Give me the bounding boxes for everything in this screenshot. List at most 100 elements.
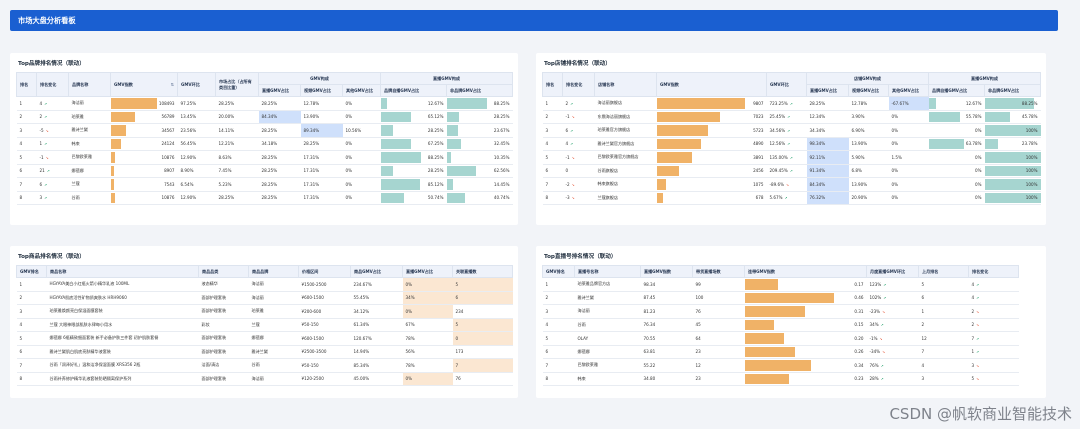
table-row[interactable]: 7 谷雨「润泽好礼」温和洁净保湿面膜 XRS356 2瓶 洁面/清洁 谷雨 ¥50-15…	[16, 358, 513, 373]
gmv-pct-cell: 12.90%	[177, 150, 216, 165]
table-row[interactable]: 6 21 ↗ 娜蓓娜 8907 8.90% 7.45% 28.25% 17.31% 0% 28.25…	[16, 164, 513, 178]
table-row[interactable]: 4 谷雨 76.34 45 0.15 34% ↗ 2 2 ↘	[542, 318, 1019, 332]
l1-cell: 28.25%	[380, 164, 447, 178]
table-row[interactable]: 6 雅诗兰黛肌白肌底亮肤精华液套装 面部护理套装 雅诗兰黛 ¥2500-3500 14.9…	[16, 345, 513, 359]
table-row[interactable]: 6 0 谷雨旗舰店 2456 209.45% ↗ 91.34% 6.8% 0% 0% 100%	[542, 164, 1041, 178]
c1-cell: 91.34%	[806, 164, 849, 178]
mom-cell: -34% ↘	[866, 345, 919, 359]
bar-fill	[744, 360, 811, 371]
table-row[interactable]: 2 -1 ↘ 东鼎海洁丽旗舰店 7023 25.45% ↗ 12.34% 3.90% 0% 55.7…	[542, 110, 1041, 124]
table-row[interactable]: 3 -5 ↘ 雅诗兰黛 34567 23.56% 14.11% 28.25% 89.34% 10.…	[16, 123, 513, 138]
category-cell: 彩妆	[198, 318, 249, 332]
c3-cell: 0%	[888, 177, 929, 192]
live-cell: 61.34%	[350, 318, 403, 332]
bar-fill	[380, 192, 405, 203]
rank-cell: 7	[542, 177, 563, 192]
name-cell: 兰蔻	[68, 177, 111, 192]
table-row[interactable]: 3 海洁丽 81.23 76 0.31 -23% ↘ 1 2 ↘	[542, 304, 1019, 319]
gmv-cell: 24124	[110, 137, 178, 151]
table-row[interactable]: 7 巴黎欧莱雅 55.22 12 0.34 76% ↗ 4 3 ↘	[542, 358, 1019, 373]
col-gmv[interactable]: GMV指数 ⇅	[110, 72, 178, 97]
col-rank: GMV排名	[542, 265, 575, 278]
c1-cell: 76.32%	[806, 191, 849, 205]
bar-fill	[656, 138, 701, 149]
related-cell: 5	[452, 318, 513, 332]
brand-cell: 雅诗兰黛	[248, 345, 299, 359]
table-row[interactable]: 5 -1 ↘ 巴黎欧莱雅 10876 12.90% 8.63% 28.25% 17.31% 0% 8…	[16, 150, 513, 165]
table-row[interactable]: 3 珀莱雅焕颜亮白保湿面膜套装 面部护理套装 珀莱雅 ¥200-600 34.12% 0% 2…	[16, 304, 513, 319]
gmv-cell: 63.81	[640, 345, 693, 359]
bar-fill	[928, 98, 936, 109]
table-row[interactable]: 2 雅诗兰黛 87.45 100 0.46 102% ↗ 6 4 ↗	[542, 291, 1019, 305]
table-row[interactable]: 3 6 ↗ 珀莱雅官方旗舰店 5723 34.56% ↗ 34.34% 6.90% 0% 0% 100…	[542, 123, 1041, 138]
anchor-table: GMV排名 直播号名称 直播GMV指数 带货直播场数 连带GMV指数 月度直播G…	[542, 265, 1019, 386]
c2-cell: 20.90%	[848, 191, 889, 205]
gmv-cell: 5723	[656, 123, 767, 138]
table-row[interactable]: 2 HGYAYA肌底活性矿物质爽肤水 HRH9060 面部护理套装 海洁丽 ¥600-1…	[16, 291, 513, 305]
bar-fill	[928, 111, 960, 122]
change-cell: 7 ↗	[968, 331, 1019, 346]
bar-fill	[984, 98, 1034, 109]
rank-cell: 3	[542, 123, 563, 138]
live-cell: 120.67%	[350, 331, 403, 346]
col-rank: GMV排名	[16, 265, 47, 278]
bar-fill	[446, 98, 488, 109]
sessions-cell: 23	[692, 372, 745, 386]
col-c3: 其他GMV占比	[888, 84, 929, 97]
table-row[interactable]: 5 娜蓓娜 6瓶精致细面套装 新手必备护肤三件套 初护肌肤套餐 面部护理套装 娜蓓娜 ¥…	[16, 331, 513, 346]
c3-cell: 0%	[342, 177, 381, 192]
arrow-up-icon: ↗	[880, 363, 884, 368]
related-cell: 76	[452, 372, 513, 386]
col-gmv: GMV指数	[656, 72, 767, 97]
name-cell: 谷雨旗舰店	[594, 164, 657, 178]
change-cell: 5 ↘	[968, 372, 1019, 386]
table-row[interactable]: 5 -1 ↘ 巴黎欧莱雅官方旗舰店 3891 135.00% ↗ 92.11% 5.90% 1.5…	[542, 150, 1041, 165]
name-cell: 兰蔻旗舰店	[594, 191, 657, 205]
gmv-cell: 81.23	[640, 304, 693, 319]
table-row[interactable]: 7 -2 ↘ 韩束旗舰店 1075 -89.6% ↘ 84.34% 13.90% 0% 0% 100%	[542, 177, 1041, 192]
arrow-up-icon: ↗	[787, 128, 791, 133]
col-group-live: 直播GMV构成	[927, 72, 1042, 85]
sort-icon[interactable]: ⇅	[170, 81, 174, 87]
table-row[interactable]: 7 6 ↗ 兰蔻 7543 6.54% 5.23% 28.25% 17.31% 0% 85.12% 1…	[16, 177, 513, 192]
table-row[interactable]: 8 3 ↗ 谷雨 10876 12.90% 28.25% 28.25% 17.31% 0% 50.7…	[16, 191, 513, 205]
bar-fill	[744, 333, 784, 344]
gmv-pct-cell: 135.00% ↗	[766, 150, 807, 165]
change-cell: 4 ↗	[36, 96, 69, 111]
table-row[interactable]: 8 -3 ↘ 兰蔻旗舰店 678 5.67% ↗ 76.32% 20.90% 0% 0% 100%	[542, 191, 1041, 205]
table-row[interactable]: 4 4 ↗ 雅诗兰黛官方旗舰店 4890 12.56% ↗ 98.34% 13.90% 0% 63.…	[542, 137, 1041, 151]
table-row[interactable]: 1 珀莱雅品牌官方店 98.34 99 0.17 123% ↗ 5 4 ↗	[542, 277, 1019, 292]
market-cell: 20.00%	[215, 110, 259, 124]
market-cell: 28.25%	[215, 191, 259, 205]
table-row[interactable]: 1 HGYAYA美白小红瓶火箭小精华乳液 100ML 液态精华 海洁丽 ¥1500-25…	[16, 277, 513, 292]
bar-fill	[984, 192, 1041, 203]
rank-cell: 5	[16, 150, 37, 165]
change-cell: 6 ↗	[36, 177, 69, 192]
l2-cell: 88.25%	[446, 96, 513, 111]
arrow-up-icon: ↗	[789, 169, 793, 174]
gmv-cell: 10876	[110, 150, 178, 165]
table-row[interactable]: 2 2 ↗ 珀莱雅 56789 13.45% 20.00% 84.34% 13.90% 0% 65.…	[16, 110, 513, 124]
bar-fill	[984, 179, 1041, 190]
table-row[interactable]: 4 1 ↗ 韩束 24124 56.45% 12.21% 34.18% 28.25% 0% 67.2…	[16, 137, 513, 151]
table-row[interactable]: 8 谷雨补养修护精华乳液套装防晒隔离保护系列 面部护理套装 海洁丽 ¥120-2500 4…	[16, 372, 513, 386]
live-cell: 234.67%	[350, 277, 403, 292]
table-row[interactable]: 1 4 ↗ 海洁丽 108493 97.25% 28.25% 28.25% 12.78% 0% 12…	[16, 96, 513, 111]
arrow-up-icon: ↗	[46, 169, 50, 174]
table-row[interactable]: 4 兰蔻 大眼神眼部肌肤水律每小用水 彩妆 兰蔻 ¥50-150 61.34% 67% 5	[16, 318, 513, 332]
table-row[interactable]: 5 OLAY 70.55 64 0.20 -1% ↘ 12 7 ↗	[542, 331, 1019, 346]
c1-cell: 28.25%	[806, 96, 849, 111]
live-cell: 45.00%	[350, 372, 403, 386]
c3-cell: 0%	[888, 110, 929, 124]
c2-cell: 6.90%	[848, 123, 889, 138]
table-row[interactable]: 1 2 ↗ 海洁丽旗舰店 9807 723.25% ↗ 28.25% 12.78% -67.67%…	[542, 96, 1041, 111]
table-row[interactable]: 6 娜蓓娜 63.81 23 0.26 -34% ↘ 7 1 ↗	[542, 345, 1019, 359]
col-group-comp: 店铺GMV构成	[806, 72, 929, 85]
bar-fill	[656, 152, 692, 163]
c1-cell: 28.25%	[258, 150, 301, 165]
gmv-cell: 56789	[110, 110, 178, 124]
arrow-up-icon: ↗	[789, 155, 793, 160]
rank-cell: 1	[16, 277, 47, 292]
table-row[interactable]: 8 韩束 34.80 23 0.23 28% ↗ 3 5 ↘	[542, 372, 1019, 386]
arrow-down-icon: ↘	[571, 196, 575, 201]
